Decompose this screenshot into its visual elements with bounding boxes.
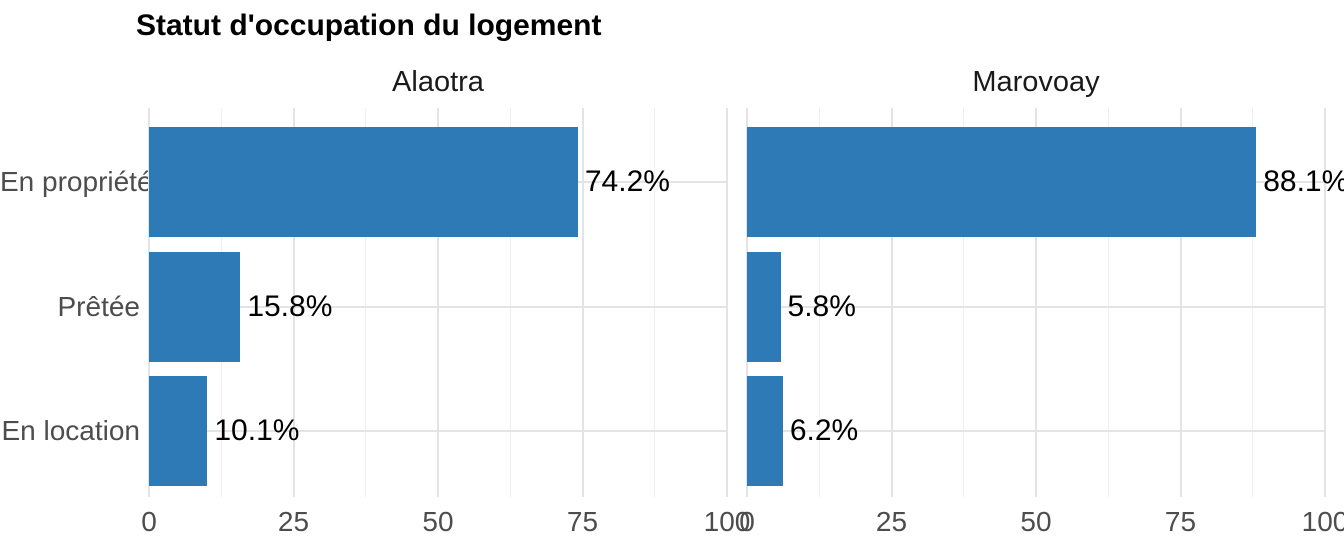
bar-value-label: 88.1% bbox=[1263, 165, 1344, 198]
bar bbox=[149, 376, 208, 486]
minor-gridline bbox=[818, 108, 820, 497]
minor-gridline bbox=[654, 108, 656, 497]
bar bbox=[747, 376, 783, 486]
panel-alaotra: 74.2% 15.8% 10.1% bbox=[148, 108, 728, 497]
category-label-pretee: Prêtée bbox=[57, 290, 141, 322]
x-tick-label: 0 bbox=[739, 506, 755, 537]
category-gridline bbox=[149, 430, 727, 432]
bar bbox=[747, 127, 1257, 237]
x-tick-label: 100 bbox=[1301, 506, 1344, 537]
bar-value-label: 15.8% bbox=[247, 289, 333, 323]
major-gridline bbox=[1035, 108, 1037, 497]
panel-marovoay: 88.1% 5.8% 6.2% bbox=[746, 108, 1344, 497]
x-tick-label: 25 bbox=[277, 506, 310, 537]
major-gridline bbox=[437, 108, 439, 497]
category-gridline bbox=[747, 430, 1325, 432]
bar-value-label: 6.2% bbox=[789, 414, 859, 447]
major-gridline bbox=[726, 108, 728, 497]
category-label-en-propriete: En propriété bbox=[0, 166, 153, 197]
major-gridline bbox=[1179, 108, 1182, 497]
bar bbox=[149, 127, 578, 237]
major-gridline bbox=[292, 108, 295, 497]
bar-value-label: 10.1% bbox=[214, 414, 300, 447]
minor-gridline bbox=[509, 108, 511, 497]
x-tick-label: 100 bbox=[703, 506, 751, 537]
x-tick-label: 50 bbox=[422, 506, 454, 537]
bar-value-label: 5.8% bbox=[787, 289, 856, 323]
bar-value-label: 74.2% bbox=[584, 165, 670, 198]
facet-label-marovoay: Marovoay bbox=[972, 66, 1100, 98]
x-tick-label: 0 bbox=[141, 506, 157, 537]
facet-label-alaotra: Alaotra bbox=[392, 66, 484, 98]
chart-title: Statut d'occupation du logement bbox=[136, 9, 602, 42]
major-gridline bbox=[1324, 108, 1326, 497]
x-tick-label: 25 bbox=[875, 506, 908, 537]
x-tick-label: 75 bbox=[566, 506, 599, 537]
bar bbox=[747, 251, 781, 362]
x-tick-label: 50 bbox=[1020, 506, 1052, 537]
category-gridline bbox=[149, 305, 727, 308]
category-label-en-location: En location bbox=[1, 415, 140, 446]
major-gridline bbox=[581, 108, 584, 497]
minor-gridline bbox=[1252, 108, 1254, 497]
bar bbox=[149, 251, 241, 362]
category-gridline bbox=[747, 305, 1325, 308]
x-tick-label: 75 bbox=[1164, 506, 1197, 537]
major-gridline bbox=[890, 108, 893, 497]
minor-gridline bbox=[963, 108, 965, 497]
minor-gridline bbox=[365, 108, 367, 497]
minor-gridline bbox=[1107, 108, 1109, 497]
